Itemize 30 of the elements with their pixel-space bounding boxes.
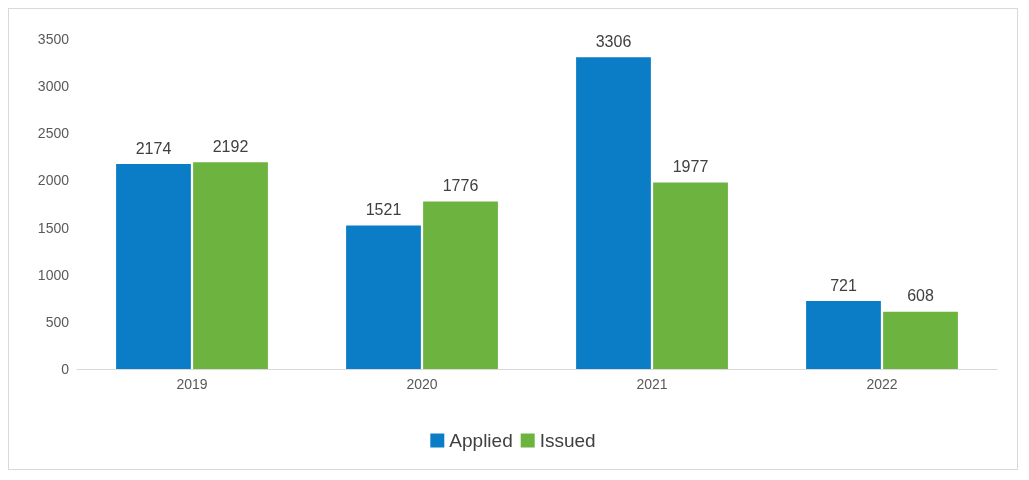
y-tick-label: 2500 xyxy=(37,125,70,142)
y-tick-label: 2000 xyxy=(37,172,70,189)
bar xyxy=(116,164,191,369)
y-tick-label: 1000 xyxy=(37,266,70,283)
y-tick-label: 3500 xyxy=(37,31,70,47)
y-tick-label: 3000 xyxy=(37,78,70,95)
x-tick-label: 2019 xyxy=(176,376,208,392)
data-label: 1776 xyxy=(442,177,479,195)
x-tick-label: 2021 xyxy=(636,376,668,392)
data-label: 2174 xyxy=(135,139,172,157)
bar xyxy=(883,311,958,369)
bar xyxy=(423,201,498,369)
data-label: 3306 xyxy=(595,32,632,50)
bar xyxy=(806,301,881,369)
x-tick-label: 2020 xyxy=(406,376,438,392)
bar xyxy=(193,162,268,369)
data-label: 2192 xyxy=(212,137,249,155)
legend-label: Issued xyxy=(539,430,596,451)
y-tick-label: 0 xyxy=(61,361,70,377)
y-tick-label: 500 xyxy=(45,313,70,330)
data-label: 1977 xyxy=(672,158,709,176)
bar xyxy=(576,57,651,369)
bar xyxy=(346,225,421,369)
data-label: 721 xyxy=(830,276,857,294)
x-tick-label: 2022 xyxy=(866,376,898,392)
data-label: 608 xyxy=(907,287,934,305)
bar xyxy=(653,182,728,369)
y-tick-label: 1500 xyxy=(37,219,70,236)
legend-label: Applied xyxy=(449,430,513,451)
data-label: 1521 xyxy=(365,201,402,219)
